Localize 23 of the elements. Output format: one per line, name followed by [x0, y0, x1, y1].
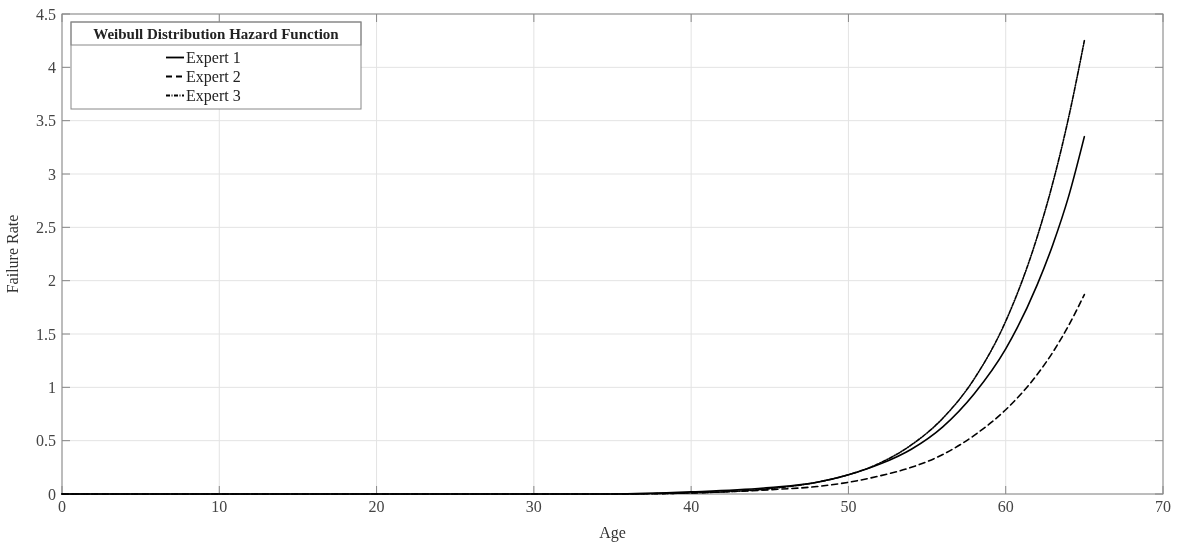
legend-label: Expert 3 — [186, 87, 241, 106]
x-axis-title: Age — [599, 524, 626, 542]
x-tick-label: 60 — [997, 498, 1014, 515]
y-tick-label: 3 — [48, 165, 56, 183]
y-tick-label: 1 — [48, 378, 56, 396]
y-tick-label: 4.5 — [36, 5, 56, 23]
y-tick-label: 3.5 — [36, 112, 56, 130]
y-tick-label: 2.5 — [36, 218, 56, 236]
y-tick-label: 0 — [48, 485, 56, 503]
x-tick-label: 10 — [211, 498, 228, 515]
x-tick-label: 20 — [368, 498, 385, 515]
x-tick-label: 50 — [840, 498, 857, 515]
legend-title: Weibull Distribution Hazard Function — [93, 26, 340, 42]
x-tick-label: 30 — [525, 498, 542, 515]
y-tick-label: 4 — [48, 58, 56, 76]
y-tick-label: 1.5 — [36, 325, 56, 343]
legend-label: Expert 2 — [186, 68, 241, 87]
y-tick-label: 0.5 — [36, 432, 56, 450]
x-tick-label: 40 — [683, 498, 700, 515]
y-axis-title: Failure Rate — [4, 214, 21, 294]
legend-label: Expert 1 — [186, 49, 241, 68]
y-tick-label: 2 — [48, 272, 56, 290]
x-tick-label: 70 — [1155, 498, 1171, 515]
